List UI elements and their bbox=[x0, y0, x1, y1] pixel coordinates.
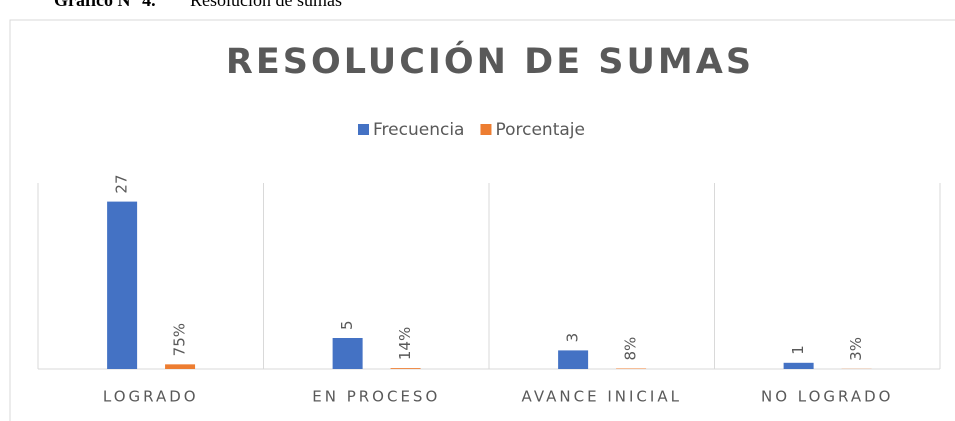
legend-swatch bbox=[358, 124, 369, 135]
caption-text: Resolución de sumas bbox=[190, 0, 342, 10]
data-label: 1 bbox=[789, 345, 807, 355]
bar bbox=[332, 338, 363, 369]
data-label: 8% bbox=[622, 337, 640, 361]
legend-label: Porcentaje bbox=[495, 120, 585, 140]
bar bbox=[558, 350, 589, 369]
bar bbox=[783, 362, 814, 369]
caption-label: Gráfico N° 4. bbox=[54, 0, 156, 10]
data-label: 14% bbox=[396, 327, 414, 360]
data-label: 75% bbox=[171, 323, 189, 356]
chart-title: RESOLUCIÓN DE SUMAS bbox=[226, 40, 754, 82]
data-label: 3 bbox=[564, 333, 582, 343]
bar bbox=[165, 364, 196, 369]
bar bbox=[390, 368, 421, 369]
data-label: 27 bbox=[113, 175, 131, 194]
data-label: 3% bbox=[847, 337, 865, 361]
x-tick-label: AVANCE INICIAL bbox=[522, 388, 682, 406]
chart-frame bbox=[9, 19, 955, 421]
legend-swatch bbox=[480, 124, 492, 135]
x-tick-label: NO LOGRADO bbox=[761, 388, 893, 406]
data-label: 5 bbox=[338, 320, 356, 330]
x-tick-label: EN PROCESO bbox=[312, 388, 440, 406]
x-tick-label: LOGRADO bbox=[103, 388, 199, 406]
bar bbox=[107, 201, 138, 369]
legend-label: Frecuencia bbox=[373, 120, 464, 140]
